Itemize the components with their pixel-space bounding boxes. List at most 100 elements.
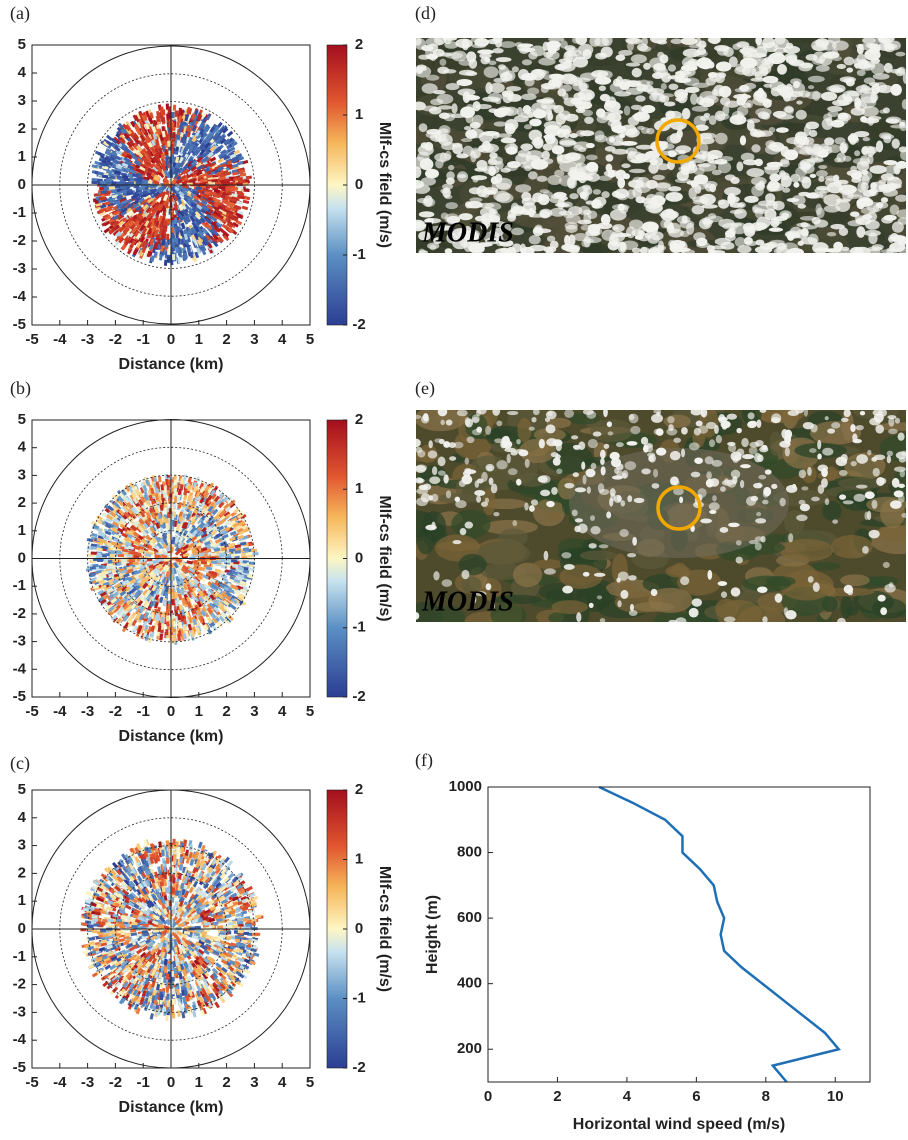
y-tick-label: 4 — [18, 64, 27, 81]
field-cell — [155, 133, 160, 140]
field-cell — [171, 242, 176, 249]
field-cell — [125, 120, 132, 128]
field-cell — [91, 164, 99, 169]
field-cell — [237, 156, 245, 162]
x-tick-label: -1 — [137, 703, 150, 720]
field-cell — [128, 221, 135, 228]
field-cell — [99, 180, 106, 184]
y-tick-label: 5 — [18, 411, 26, 428]
x-tick-label: 0 — [167, 331, 175, 348]
x-axis-label: Distance (km) — [119, 356, 224, 373]
field-cell — [108, 186, 115, 190]
x-tick-label: 1 — [195, 331, 203, 348]
x-axis-label: Distance (km) — [119, 728, 224, 745]
x-tick-label: -4 — [53, 703, 67, 720]
colorbar-tick-label: 2 — [355, 36, 363, 53]
x-tick-label: -2 — [109, 703, 122, 720]
panel: (a)-5 -4 -3 -2 -1 0 1 2 3 4 5-5-4-3-2-1012345Dista… — [10, 3, 393, 373]
field-cell — [112, 160, 119, 166]
field-cell — [172, 254, 176, 261]
field-cell — [200, 182, 207, 186]
field-cell — [167, 140, 171, 147]
field-cell — [105, 181, 112, 185]
field-cell — [221, 223, 229, 230]
field-cell — [228, 146, 236, 153]
field-cell — [225, 559, 232, 564]
y-tick-label: -5 — [13, 316, 26, 333]
y-tick-label: 0 — [18, 549, 26, 566]
y-tick-label: 3 — [18, 466, 26, 483]
field-cell — [120, 558, 127, 563]
y-tick-label: -3 — [13, 633, 26, 650]
y-tick-label: 2 — [18, 494, 26, 511]
x-tick-label: 3 — [250, 331, 258, 348]
field-cell — [226, 130, 234, 137]
colorbar-label: Mlf-cs field (m/s) — [376, 122, 393, 248]
x-tick-label: 2 — [222, 331, 230, 348]
x-tick-label: -5 — [25, 703, 38, 720]
x-tick-label: -5 — [25, 331, 38, 348]
field-cell — [210, 552, 217, 557]
x-tick-label: 5 — [306, 331, 314, 348]
field-cell — [164, 241, 169, 248]
field-cell — [171, 599, 175, 606]
panel-label: (a) — [10, 3, 30, 24]
y-tick-label: 5 — [18, 36, 26, 53]
field-cell — [165, 609, 170, 616]
field-cell — [91, 180, 98, 185]
field-cell — [127, 181, 135, 185]
x-tick-label: -3 — [81, 703, 94, 720]
y-tick-label: -1 — [13, 577, 26, 594]
field-cell — [171, 111, 175, 119]
field-cell — [102, 213, 110, 220]
field-cell — [131, 163, 139, 170]
field-cell — [243, 188, 250, 193]
field-cell — [172, 502, 177, 509]
field-cell — [219, 186, 226, 190]
y-tick-label: 1 — [18, 522, 26, 539]
field-cell — [234, 544, 241, 549]
field — [85, 473, 259, 645]
field-cell — [135, 181, 142, 185]
x-tick-label: 5 — [306, 703, 314, 720]
field-cell — [201, 116, 208, 124]
field-cell — [218, 227, 226, 234]
field-cell — [183, 474, 188, 481]
y-tick-label: -4 — [13, 288, 27, 305]
field-cell — [167, 218, 171, 225]
panel-label: (b) — [10, 378, 31, 399]
x-tick-label: 4 — [278, 331, 287, 348]
x-tick-label: 1 — [195, 703, 203, 720]
field-cell — [99, 204, 107, 209]
field-cell — [223, 180, 231, 184]
field — [91, 103, 252, 266]
field-cell — [242, 199, 250, 205]
field-cell — [159, 596, 164, 604]
field-cell — [213, 189, 221, 193]
x-tick-label: -3 — [81, 331, 94, 348]
y-tick-label: -1 — [13, 204, 26, 221]
field-cell — [200, 133, 206, 141]
field-cell — [222, 230, 230, 238]
field-cell — [236, 182, 243, 186]
y-tick-label: 1 — [18, 148, 26, 165]
field-cell — [100, 190, 107, 194]
y-tick-label: 3 — [18, 92, 26, 109]
field-cell — [241, 205, 249, 211]
field-cell — [211, 178, 218, 183]
field-cell — [224, 553, 231, 558]
field-cell — [151, 126, 157, 133]
field-cell — [239, 180, 246, 184]
field-cell — [233, 177, 240, 181]
field-cell — [141, 118, 147, 125]
field-cell — [172, 104, 177, 111]
field-cell — [131, 205, 139, 212]
panel: (b)-5 -4 -3 -2 -1 0 1 2 3 4 5-5-4-3-2-1012345Dista… — [10, 378, 393, 745]
field-cell — [91, 177, 98, 182]
colorbar-tick-label: 1 — [355, 106, 363, 123]
field-cell — [105, 134, 113, 141]
y-tick-label: 2 — [18, 120, 26, 137]
field-cell — [148, 636, 153, 643]
colorbar-tick-label: -2 — [352, 316, 365, 333]
y-tick-label: -3 — [13, 260, 26, 277]
